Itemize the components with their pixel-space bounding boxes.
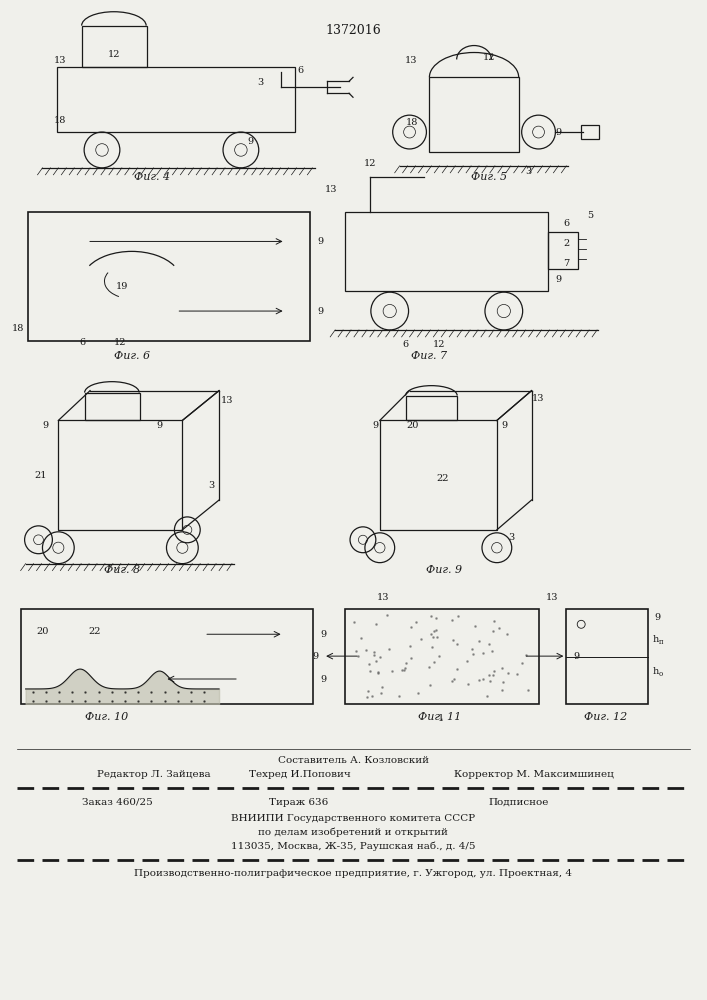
Text: 12: 12 bbox=[433, 340, 445, 349]
Text: 3: 3 bbox=[208, 481, 214, 490]
Text: 18: 18 bbox=[54, 116, 66, 125]
Bar bbox=[28, 212, 310, 341]
Text: 9: 9 bbox=[555, 275, 561, 284]
Text: ВНИИПИ Государственного комитета СССР: ВНИИПИ Государственного комитета СССР bbox=[231, 814, 475, 823]
Text: 9: 9 bbox=[317, 307, 323, 316]
Text: Составитель А. Козловский: Составитель А. Козловский bbox=[278, 756, 428, 765]
Text: по делам изобретений и открытий: по делам изобретений и открытий bbox=[258, 827, 448, 837]
Text: 12: 12 bbox=[114, 338, 126, 347]
Text: Заказ 460/25: Заказ 460/25 bbox=[82, 798, 153, 807]
Text: 12: 12 bbox=[483, 53, 495, 62]
Text: 13: 13 bbox=[405, 56, 418, 65]
Bar bbox=[345, 609, 539, 704]
Text: 13: 13 bbox=[325, 185, 337, 194]
Bar bbox=[59, 420, 182, 530]
Text: Фиг. 10: Фиг. 10 bbox=[86, 712, 129, 722]
Text: 13: 13 bbox=[377, 593, 389, 602]
Text: 19: 19 bbox=[116, 282, 128, 291]
Text: 6: 6 bbox=[79, 338, 86, 347]
Text: 21: 21 bbox=[34, 471, 47, 480]
Bar bbox=[380, 420, 497, 530]
Bar bbox=[566, 609, 648, 704]
Text: Фиг. 5: Фиг. 5 bbox=[471, 172, 507, 182]
Text: 18: 18 bbox=[405, 118, 418, 127]
Text: о: о bbox=[659, 670, 663, 678]
Text: 9: 9 bbox=[320, 630, 327, 639]
Bar bbox=[549, 232, 578, 269]
Text: 3: 3 bbox=[257, 78, 264, 87]
Text: Производственно-полиграфическое предприятие, г. Ужгород, ул. Проектная, 4: Производственно-полиграфическое предприя… bbox=[134, 869, 572, 878]
Text: 2: 2 bbox=[563, 239, 569, 248]
Text: Фиг. 12: Фиг. 12 bbox=[585, 712, 628, 722]
Text: Фиг. 8: Фиг. 8 bbox=[104, 565, 140, 575]
Text: 9: 9 bbox=[312, 652, 318, 661]
Text: 12: 12 bbox=[363, 159, 376, 168]
Text: 113035, Москва, Ж-35, Раушская наб., д. 4/5: 113035, Москва, Ж-35, Раушская наб., д. … bbox=[230, 841, 475, 851]
Text: 13: 13 bbox=[532, 394, 545, 403]
Text: 3: 3 bbox=[525, 167, 532, 176]
Text: 9: 9 bbox=[156, 421, 163, 430]
Bar bbox=[406, 396, 457, 420]
Text: Техред И.Попович: Техред И.Попович bbox=[249, 770, 351, 779]
Text: Фиг. 4: Фиг. 4 bbox=[134, 172, 170, 182]
Text: 9: 9 bbox=[655, 613, 660, 622]
Bar bbox=[57, 67, 296, 132]
Text: 13: 13 bbox=[54, 56, 66, 65]
Text: 6: 6 bbox=[563, 219, 569, 228]
Text: 6: 6 bbox=[298, 66, 303, 75]
Text: п: п bbox=[659, 638, 663, 646]
Text: Фиг. 7: Фиг. 7 bbox=[411, 351, 448, 361]
Text: 9: 9 bbox=[555, 128, 561, 137]
Bar bbox=[345, 212, 549, 291]
Text: 12: 12 bbox=[107, 50, 120, 59]
Text: 22: 22 bbox=[89, 627, 101, 636]
Text: 13: 13 bbox=[547, 593, 559, 602]
Text: 9: 9 bbox=[42, 421, 49, 430]
Bar bbox=[82, 26, 146, 67]
Text: 1372016: 1372016 bbox=[325, 24, 381, 37]
Text: Фиг. 6: Фиг. 6 bbox=[114, 351, 150, 361]
Text: Тираж 636: Тираж 636 bbox=[269, 798, 328, 807]
Text: Подписное: Подписное bbox=[489, 798, 549, 807]
Text: Фиг. 9: Фиг. 9 bbox=[426, 565, 462, 575]
Text: Корректор М. Максимшинец: Корректор М. Максимшинец bbox=[454, 770, 614, 779]
Bar bbox=[85, 393, 140, 420]
Text: h: h bbox=[653, 635, 659, 644]
Text: 13: 13 bbox=[221, 396, 233, 405]
Text: Редактор Л. Зайцева: Редактор Л. Зайцева bbox=[97, 770, 211, 779]
Bar bbox=[429, 77, 519, 152]
Bar bbox=[581, 125, 599, 139]
Text: 9: 9 bbox=[317, 237, 323, 246]
Text: 9: 9 bbox=[373, 421, 379, 430]
Text: 3: 3 bbox=[508, 533, 515, 542]
Text: h: h bbox=[653, 667, 659, 676]
Text: 9: 9 bbox=[573, 652, 579, 661]
Text: 5: 5 bbox=[587, 211, 593, 220]
Bar bbox=[21, 609, 313, 704]
Text: 20: 20 bbox=[407, 421, 419, 430]
Text: 22: 22 bbox=[436, 474, 448, 483]
Text: 6: 6 bbox=[402, 340, 409, 349]
Text: 9: 9 bbox=[502, 421, 508, 430]
Text: 20: 20 bbox=[36, 627, 49, 636]
Text: 7: 7 bbox=[563, 259, 569, 268]
Text: 1: 1 bbox=[438, 714, 445, 723]
Text: Фиг. 11: Фиг. 11 bbox=[418, 712, 461, 722]
Text: 9: 9 bbox=[247, 137, 254, 146]
Text: 18: 18 bbox=[11, 324, 24, 333]
Text: 9: 9 bbox=[320, 674, 327, 684]
